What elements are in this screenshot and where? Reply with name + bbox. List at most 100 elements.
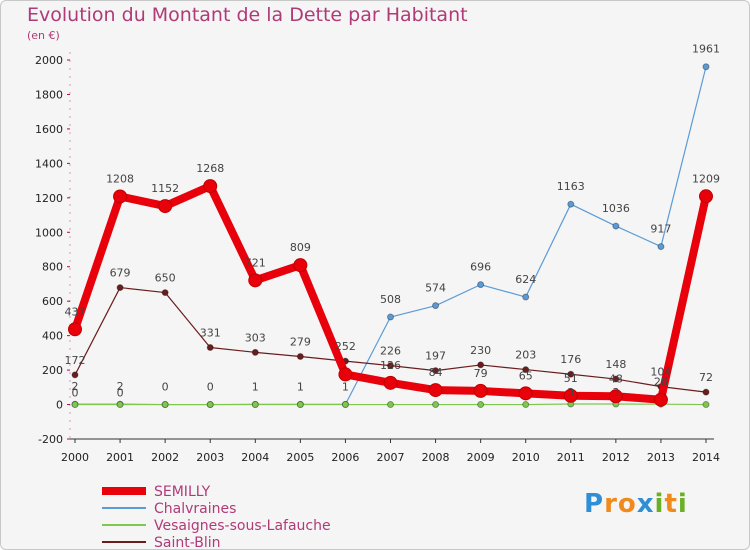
- data-label: 331: [200, 327, 221, 340]
- data-point: [383, 375, 398, 390]
- data-label: 1268: [196, 162, 224, 175]
- data-label: 84: [429, 366, 443, 379]
- chart-title: Evolution du Montant de la Dette par Hab…: [27, 4, 468, 26]
- data-point: [477, 281, 485, 289]
- data-point: [477, 361, 485, 369]
- data-point: [432, 302, 440, 310]
- data-label: 0: [207, 381, 214, 394]
- y-tick-label: 600: [42, 295, 63, 308]
- x-tick-label: 2000: [61, 451, 89, 464]
- proxiti-logo: Proxiti: [584, 489, 688, 519]
- data-label: 279: [290, 335, 311, 348]
- x-tick-label: 2008: [422, 451, 450, 464]
- x-tick-label: 2007: [377, 451, 405, 464]
- data-label: 104: [650, 366, 671, 379]
- logo-letter: i: [654, 489, 665, 519]
- data-point: [608, 389, 623, 404]
- data-label: 51: [564, 372, 578, 385]
- data-point: [522, 366, 530, 374]
- data-point: [477, 401, 485, 409]
- data-point: [113, 189, 128, 204]
- x-tick-label: 2004: [241, 451, 269, 464]
- data-label: 917: [650, 223, 671, 236]
- data-label: 28: [654, 376, 668, 389]
- data-label: 2: [117, 380, 124, 393]
- x-tick-label: 2005: [286, 451, 314, 464]
- y-tick-label: 1400: [35, 157, 63, 170]
- data-label: 148: [605, 358, 626, 371]
- data-label: 1: [297, 380, 304, 393]
- data-label: 1036: [602, 202, 630, 215]
- data-point: [657, 243, 665, 251]
- data-point: [432, 367, 440, 375]
- data-point: [653, 392, 668, 407]
- data-point: [522, 293, 530, 301]
- data-point: [567, 370, 575, 378]
- y-tick-label: 400: [42, 330, 63, 343]
- data-label: 48: [609, 372, 623, 385]
- data-label: 230: [470, 344, 491, 357]
- data-label: 650: [155, 272, 176, 285]
- data-label: 721: [245, 256, 266, 269]
- data-label: 126: [380, 359, 401, 372]
- data-label: 226: [380, 345, 401, 358]
- y-tick-label: 2000: [35, 54, 63, 67]
- data-point: [432, 401, 440, 409]
- x-tick-label: 2010: [512, 451, 540, 464]
- data-point: [387, 313, 394, 321]
- logo-letter: i: [677, 489, 688, 519]
- legend-label: Saint-Blin: [154, 535, 221, 550]
- data-label: 1961: [692, 43, 720, 56]
- data-label: 1163: [557, 180, 585, 193]
- x-tick-label: 2011: [557, 451, 585, 464]
- data-label: 203: [515, 349, 536, 362]
- data-label: 1152: [151, 182, 179, 195]
- data-label: 1: [342, 380, 349, 393]
- data-label: 2: [72, 380, 79, 393]
- data-label: 303: [245, 331, 266, 344]
- data-label: 624: [515, 273, 536, 286]
- data-label: 252: [335, 340, 356, 353]
- data-point: [338, 367, 353, 382]
- data-point: [71, 401, 79, 409]
- legend-label: Vesaignes-sous-Lafauche: [154, 518, 331, 534]
- data-label: 696: [470, 261, 491, 274]
- data-label: 1209: [692, 172, 720, 185]
- y-tick-label: 1200: [35, 192, 63, 205]
- logo-letter: t: [664, 489, 678, 519]
- x-tick-label: 2002: [151, 451, 179, 464]
- x-tick-label: 2012: [602, 451, 630, 464]
- data-label: 508: [380, 293, 401, 306]
- data-label: 172: [65, 354, 86, 367]
- logo-letter: P: [584, 489, 605, 519]
- data-point: [522, 401, 530, 409]
- y-tick-label: 800: [42, 261, 63, 274]
- data-label: 197: [425, 350, 446, 363]
- data-point: [699, 189, 713, 204]
- data-label: 3: [567, 386, 574, 399]
- data-label: 65: [519, 369, 533, 382]
- data-label: 3: [612, 386, 619, 399]
- data-point: [68, 322, 82, 337]
- y-tick-label: -200: [38, 433, 63, 446]
- logo-letter: r: [604, 489, 618, 519]
- legend-label: SEMILLY: [154, 484, 211, 500]
- logo-letter: o: [617, 489, 637, 519]
- chart-unit-label: (en €): [27, 29, 60, 42]
- data-label: 1208: [106, 172, 134, 185]
- data-point: [296, 352, 304, 360]
- data-point: [296, 401, 304, 409]
- data-label: 72: [699, 371, 713, 384]
- data-label: 679: [110, 267, 131, 280]
- data-label: 176: [560, 353, 581, 366]
- logo-letter: x: [636, 489, 655, 519]
- y-tick-label: 0: [56, 399, 63, 412]
- data-label: 0: [117, 387, 124, 400]
- data-label: 574: [425, 282, 446, 295]
- data-label: 809: [290, 241, 311, 254]
- data-label: 0: [162, 381, 169, 394]
- data-point: [702, 388, 710, 396]
- data-point: [161, 289, 169, 297]
